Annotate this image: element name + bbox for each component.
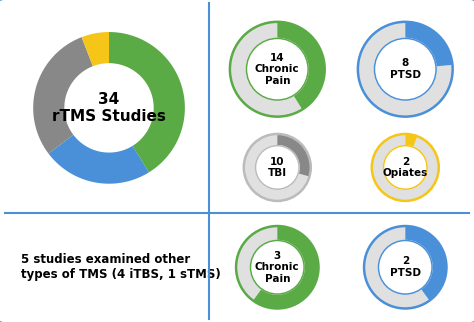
Polygon shape <box>250 241 304 294</box>
Polygon shape <box>65 64 153 152</box>
Polygon shape <box>383 146 427 189</box>
Polygon shape <box>48 134 149 184</box>
Text: 3
Chronic
Pain: 3 Chronic Pain <box>255 251 300 284</box>
Text: 2
Opiates: 2 Opiates <box>383 156 428 178</box>
Polygon shape <box>378 241 432 294</box>
Polygon shape <box>255 146 299 189</box>
Text: 34
rTMS Studies: 34 rTMS Studies <box>52 92 166 124</box>
Polygon shape <box>33 37 93 154</box>
Text: 2
PTSD: 2 PTSD <box>390 256 421 278</box>
Polygon shape <box>277 134 311 176</box>
Polygon shape <box>253 226 319 308</box>
Polygon shape <box>244 134 310 201</box>
Polygon shape <box>246 38 308 100</box>
Polygon shape <box>374 38 436 100</box>
Polygon shape <box>364 226 429 308</box>
Polygon shape <box>405 22 453 66</box>
Polygon shape <box>109 32 185 172</box>
Polygon shape <box>405 134 418 147</box>
Text: 8
PTSD: 8 PTSD <box>390 58 421 80</box>
Text: 14
Chronic
Pain: 14 Chronic Pain <box>255 52 300 86</box>
Polygon shape <box>82 32 109 67</box>
Polygon shape <box>405 226 447 301</box>
Text: 5 studies examined other
types of TMS (4 iTBS, 1 sTMS): 5 studies examined other types of TMS (4… <box>21 253 221 281</box>
Polygon shape <box>372 134 439 201</box>
Polygon shape <box>277 22 325 109</box>
Polygon shape <box>358 22 453 117</box>
Text: 10
TBI: 10 TBI <box>268 156 287 178</box>
Polygon shape <box>230 22 302 117</box>
Polygon shape <box>236 226 277 301</box>
